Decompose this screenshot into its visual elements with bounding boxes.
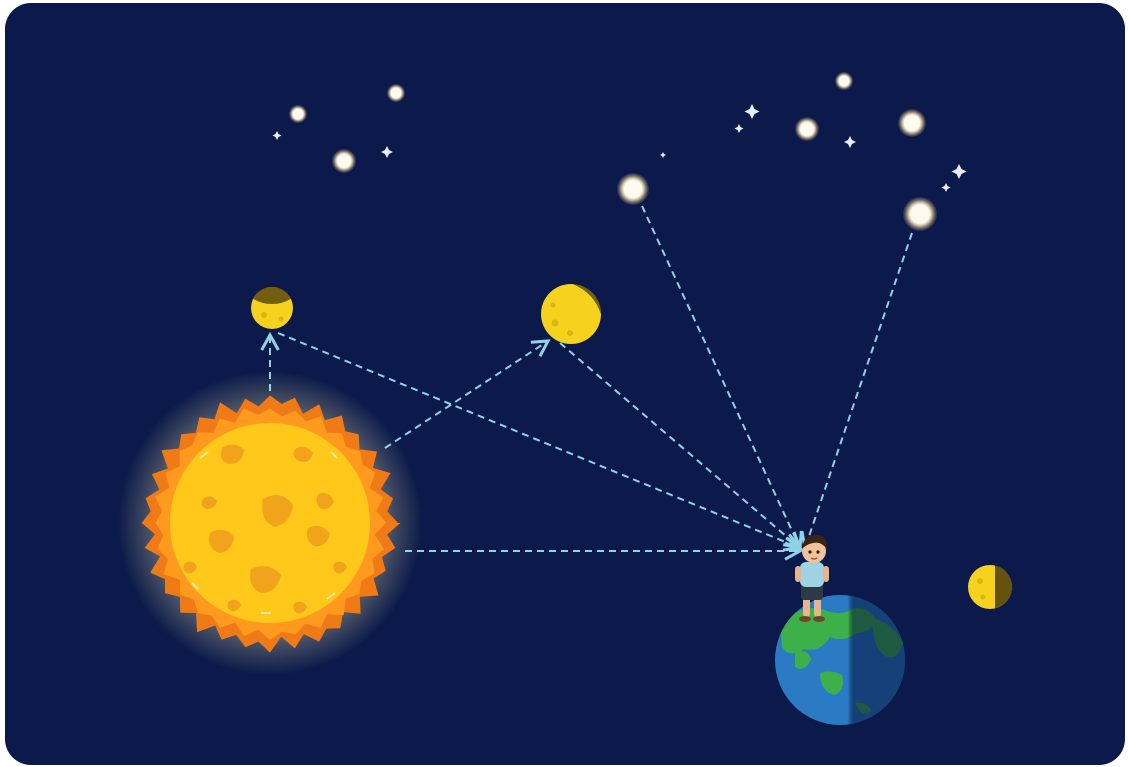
space-background <box>5 3 1125 765</box>
small-star-icon <box>381 146 393 158</box>
planet-icon <box>251 287 293 329</box>
bright-star-icon <box>387 84 405 102</box>
space-panel <box>5 3 1125 765</box>
sun-icon <box>118 371 422 675</box>
space-scene-svg <box>5 3 1125 765</box>
ray-planet-2-to-observer <box>559 342 803 551</box>
light-rays <box>260 205 913 561</box>
child-observer-icon <box>795 534 829 622</box>
small-star-icon <box>734 124 744 133</box>
bright-star-icon <box>617 173 649 205</box>
ray-planet-1-to-observer <box>277 332 803 552</box>
bright-star-icon <box>795 117 819 141</box>
bright-star-icon <box>835 72 853 90</box>
bright-star-icon <box>332 149 356 173</box>
small-star-icon <box>660 152 666 158</box>
earth-icon <box>775 595 905 725</box>
small-star-icon <box>844 136 856 148</box>
moon-icon <box>968 565 1012 609</box>
small-star-icon <box>272 131 282 140</box>
small-star-icon <box>951 164 967 179</box>
ray-star-1-to-observer <box>641 205 803 551</box>
ray-sun-to-planet-2 <box>384 339 551 449</box>
bright-star-icon <box>289 105 307 123</box>
bright-stars <box>289 72 937 231</box>
sun-highlights <box>191 451 338 614</box>
small-star-icon <box>744 104 760 119</box>
ray-star-2-to-observer <box>800 232 913 551</box>
sun-spots <box>183 444 347 614</box>
planet-icon <box>541 284 601 344</box>
bright-star-icon <box>898 109 926 137</box>
bright-star-icon <box>903 197 937 231</box>
small-star-icon <box>941 183 951 192</box>
